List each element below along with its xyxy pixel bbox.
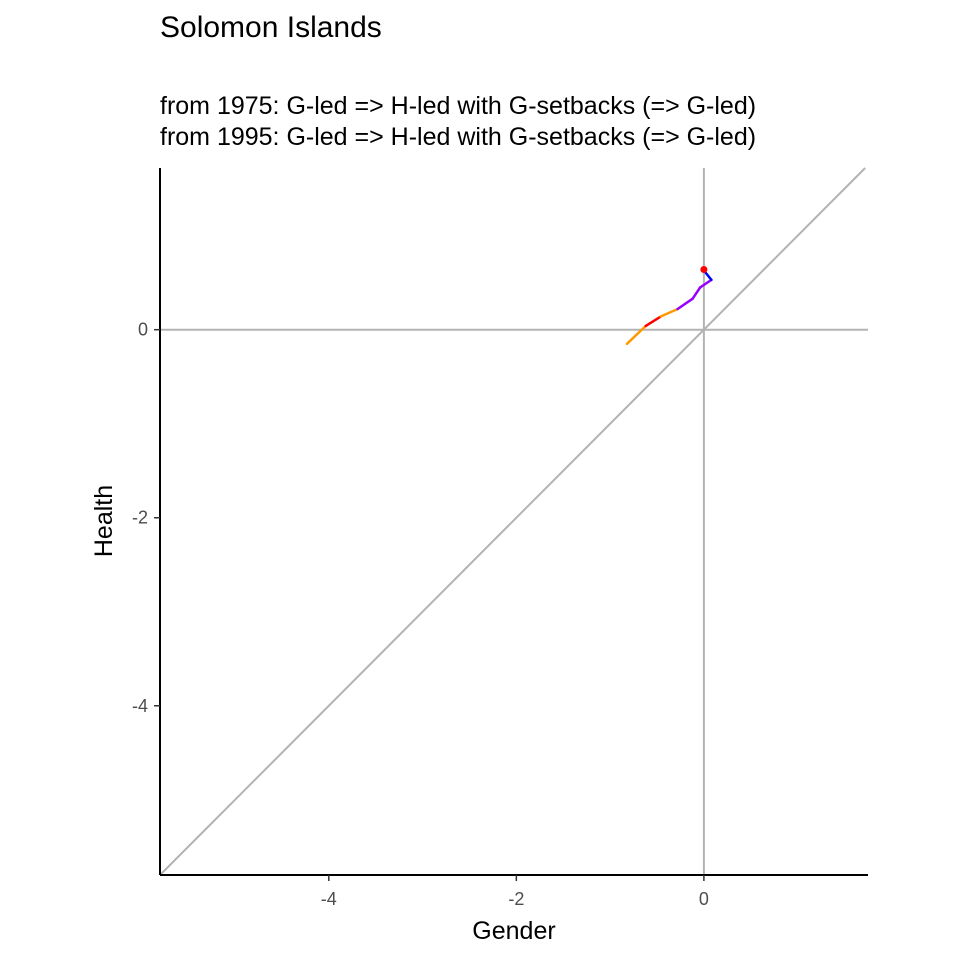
chart-subtitle-line-1995: from 1995: G-led => H-led with G-setback… [160,123,757,151]
y-tick-label: -4 [132,696,148,716]
reference-diagonal [159,167,866,876]
chart-subtitle-line-1975: from 1975: G-led => H-led with G-setback… [160,92,757,120]
y-tick-label: 0 [138,320,148,340]
axes [159,168,868,876]
y-axis-title: Health [90,485,118,557]
trajectory-segment [644,315,663,328]
reference-lines [159,167,868,876]
x-tick-label: -2 [508,889,524,909]
chart-title: Solomon Islands [160,11,382,44]
x-axis-title: Gender [472,917,555,945]
trajectory-segment [625,324,648,346]
x-tick-label: 0 [699,889,709,909]
trajectory-segment [698,278,713,289]
axis-ticks: -4 -2 0 0 -2 -4 [132,320,709,909]
trajectory-segment [676,297,694,311]
y-tick-label: -2 [132,508,148,528]
trajectory-segment [691,286,702,300]
trajectory-segment [659,307,679,318]
trajectory-series [625,266,713,346]
x-tick-label: -4 [321,889,337,909]
trajectory-end-point [700,266,708,274]
